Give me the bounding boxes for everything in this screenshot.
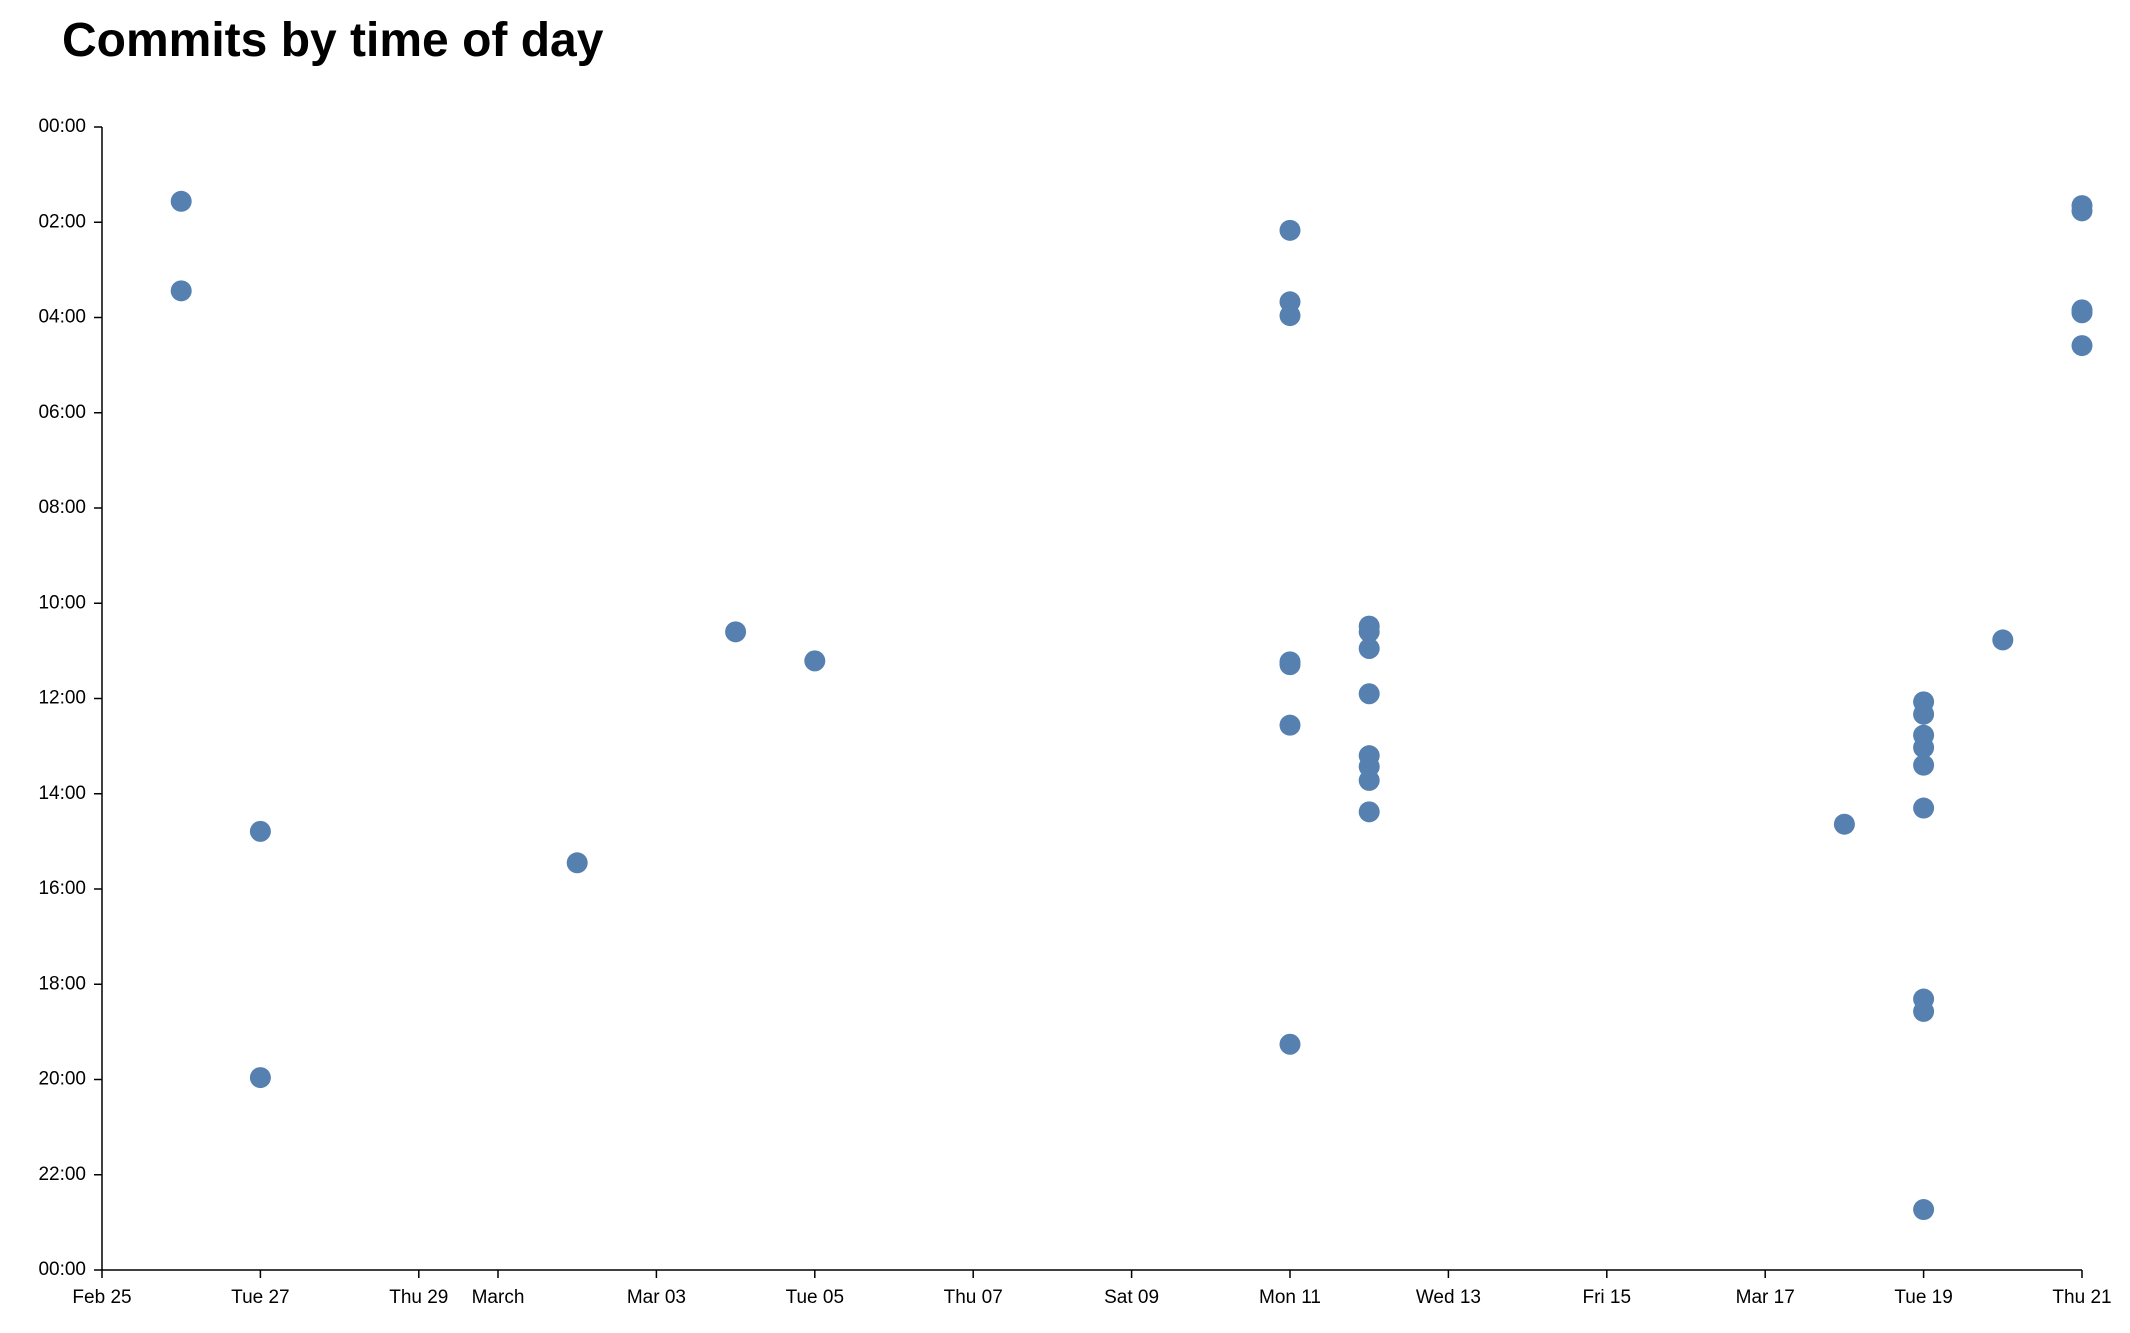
x-tick-label: Mon 11 [1259,1287,1321,1308]
y-tick-label: 14:00 [38,783,86,804]
y-tick-label: 04:00 [38,307,86,328]
point [249,820,271,842]
y-tick-label: 06:00 [38,402,86,423]
point [1358,801,1380,823]
point [1992,629,2014,651]
x-tick-label: Thu 07 [944,1287,1003,1308]
point [1833,813,1855,835]
point [1913,1000,1935,1022]
point [1279,305,1301,327]
point [725,621,747,643]
point [804,650,826,672]
x-tick-label: March [472,1287,525,1308]
point [1913,797,1935,819]
point [1279,219,1301,241]
point [1358,769,1380,791]
x-tick-label: Fri 15 [1583,1287,1632,1308]
y-tick-label: 12:00 [38,688,86,709]
point [1913,703,1935,725]
point [1913,754,1935,776]
x-tick-label: Sat 09 [1104,1287,1159,1308]
x-tick-label: Tue 27 [231,1287,289,1308]
point [1358,683,1380,705]
point [2071,302,2093,324]
point [2071,200,2093,222]
x-tick-label: Mar 03 [627,1287,686,1308]
point [1279,1033,1301,1055]
y-tick-label: 02:00 [38,211,86,232]
x-tick-label: Thu 29 [389,1287,448,1308]
y-tick-label: 00:00 [38,1259,86,1280]
x-tick-label: Mar 17 [1736,1287,1795,1308]
x-tick-label: Wed 13 [1416,1287,1481,1308]
x-tick-label: Feb 25 [72,1287,131,1308]
point [170,190,192,212]
x-tick-label: Thu 21 [2052,1287,2111,1308]
chart-title: Commits by time of day [62,14,604,67]
y-tick-label: 08:00 [38,497,86,518]
point [1358,637,1380,659]
point [1279,654,1301,676]
y-tick-label: 22:00 [38,1164,86,1185]
y-tick-label: 10:00 [38,592,86,613]
point [1913,1199,1935,1221]
point [1358,621,1380,643]
y-tick-label: 20:00 [38,1069,86,1090]
point [1279,714,1301,736]
point [1913,737,1935,759]
point [249,1067,271,1089]
x-tick-label: Tue 05 [786,1287,844,1308]
point [2071,335,2093,357]
x-tick-label: Tue 19 [1894,1287,1952,1308]
y-tick-label: 16:00 [38,878,86,899]
point [170,280,192,302]
y-tick-label: 18:00 [38,973,86,994]
point [566,852,588,874]
y-tick-label: 00:00 [38,116,86,137]
